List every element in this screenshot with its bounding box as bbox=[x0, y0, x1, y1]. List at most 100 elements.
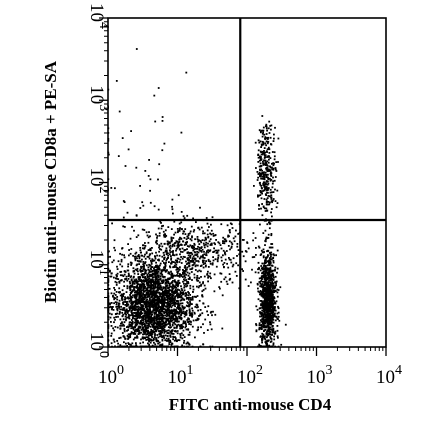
data-point-pop3 bbox=[150, 262, 153, 265]
data-point-pop2 bbox=[268, 158, 270, 161]
data-point-pop0 bbox=[135, 291, 138, 294]
data-point-pop3 bbox=[209, 260, 212, 263]
data-point-pop4 bbox=[127, 148, 130, 151]
data-point-pop3 bbox=[197, 279, 200, 282]
data-point-pop0 bbox=[160, 286, 162, 289]
data-point-pop1 bbox=[260, 319, 262, 322]
data-point-pop0 bbox=[211, 314, 213, 317]
data-point-pop2 bbox=[262, 174, 265, 177]
data-point-pop0 bbox=[143, 301, 146, 304]
data-point-pop1 bbox=[267, 340, 269, 343]
data-point-pop0 bbox=[165, 294, 168, 297]
data-point-pop0 bbox=[187, 342, 190, 345]
data-point-pop3 bbox=[169, 266, 172, 269]
data-point-pop3 bbox=[165, 282, 168, 284]
data-point-pop0 bbox=[156, 309, 159, 311]
data-point-pop0 bbox=[177, 288, 179, 291]
data-point-pop0 bbox=[156, 289, 159, 292]
data-point-pop0 bbox=[141, 273, 143, 276]
data-point-pop3 bbox=[202, 282, 204, 285]
data-point-pop1 bbox=[268, 309, 270, 311]
data-point-pop0 bbox=[166, 329, 169, 332]
data-point-pop3 bbox=[200, 247, 203, 249]
data-point-pop0 bbox=[132, 301, 134, 303]
data-point-pop3 bbox=[140, 251, 142, 254]
data-point-pop1 bbox=[274, 275, 277, 278]
data-point-pop0 bbox=[154, 327, 157, 330]
data-point-pop3 bbox=[229, 222, 232, 225]
data-point-pop0 bbox=[191, 325, 194, 328]
data-point-pop2 bbox=[266, 170, 269, 173]
data-point-pop1 bbox=[262, 305, 265, 308]
data-point-pop3 bbox=[195, 278, 198, 281]
data-point-pop1 bbox=[260, 313, 262, 315]
data-point-pop0 bbox=[123, 341, 125, 344]
data-point-pop0 bbox=[143, 286, 145, 289]
data-point-pop3 bbox=[160, 227, 163, 230]
data-point-pop1 bbox=[277, 311, 280, 314]
data-point-pop1 bbox=[261, 314, 264, 316]
data-point-pop0 bbox=[146, 316, 149, 318]
data-point-pop0 bbox=[110, 335, 113, 337]
data-point-pop1 bbox=[266, 330, 268, 333]
data-point-pop0 bbox=[135, 278, 137, 281]
data-point-pop0 bbox=[152, 293, 154, 296]
data-point-pop0 bbox=[165, 279, 168, 281]
data-point-pop1 bbox=[266, 319, 269, 322]
data-point-pop0 bbox=[128, 300, 131, 303]
data-point-pop0 bbox=[140, 280, 142, 282]
data-point-pop3 bbox=[161, 275, 164, 278]
data-point-pop0 bbox=[123, 327, 126, 330]
data-point-pop0 bbox=[189, 320, 192, 323]
data-point-pop0 bbox=[110, 302, 113, 304]
data-point-pop2 bbox=[269, 165, 271, 168]
data-point-pop1 bbox=[263, 282, 266, 285]
data-point-pop0 bbox=[113, 287, 115, 289]
data-point-pop0 bbox=[128, 309, 131, 312]
data-point-pop0 bbox=[124, 304, 127, 306]
data-point-pop1 bbox=[269, 331, 271, 333]
data-point-pop4 bbox=[135, 166, 138, 169]
data-point-pop3 bbox=[165, 253, 168, 256]
data-point-pop3 bbox=[173, 254, 176, 257]
data-point-pop3 bbox=[214, 234, 217, 237]
data-point-pop0 bbox=[123, 285, 126, 287]
data-point-pop0 bbox=[133, 315, 135, 317]
data-point-pop0 bbox=[167, 332, 169, 334]
data-point-pop2 bbox=[272, 167, 275, 170]
data-point-pop2 bbox=[262, 131, 264, 134]
data-point-pop3 bbox=[172, 250, 174, 252]
data-point-pop0 bbox=[188, 292, 190, 294]
data-point-pop1 bbox=[258, 267, 260, 270]
data-point-pop1 bbox=[278, 319, 281, 322]
data-point-pop3 bbox=[213, 273, 216, 276]
data-point-pop3 bbox=[113, 246, 116, 249]
data-point-pop0 bbox=[127, 314, 130, 316]
data-point-pop3 bbox=[153, 205, 156, 208]
data-point-pop0 bbox=[150, 291, 152, 294]
data-point-pop3 bbox=[199, 206, 201, 209]
data-point-pop0 bbox=[181, 297, 184, 300]
data-point-pop0 bbox=[192, 291, 194, 293]
data-point-pop3 bbox=[219, 272, 222, 275]
data-point-pop3 bbox=[216, 260, 219, 263]
data-point-pop3 bbox=[158, 234, 161, 237]
data-point-pop1 bbox=[274, 266, 277, 269]
data-point-pop1 bbox=[263, 273, 266, 276]
data-point-pop1 bbox=[270, 303, 273, 306]
data-point-pop0 bbox=[159, 335, 161, 338]
data-point-pop3 bbox=[202, 230, 204, 233]
data-point-pop2 bbox=[257, 194, 260, 197]
data-point-pop0 bbox=[134, 290, 137, 293]
data-point-pop0 bbox=[147, 266, 150, 269]
data-point-pop0 bbox=[185, 297, 188, 299]
data-point-pop0 bbox=[139, 301, 142, 303]
data-point-pop0 bbox=[169, 334, 172, 337]
data-point-pop0 bbox=[190, 298, 193, 301]
data-point-pop0 bbox=[179, 293, 182, 296]
data-point-pop2 bbox=[265, 203, 268, 206]
data-point-pop0 bbox=[167, 271, 170, 273]
data-point-pop2 bbox=[267, 136, 270, 139]
data-point-pop0 bbox=[131, 305, 134, 308]
data-point-pop0 bbox=[166, 303, 169, 306]
